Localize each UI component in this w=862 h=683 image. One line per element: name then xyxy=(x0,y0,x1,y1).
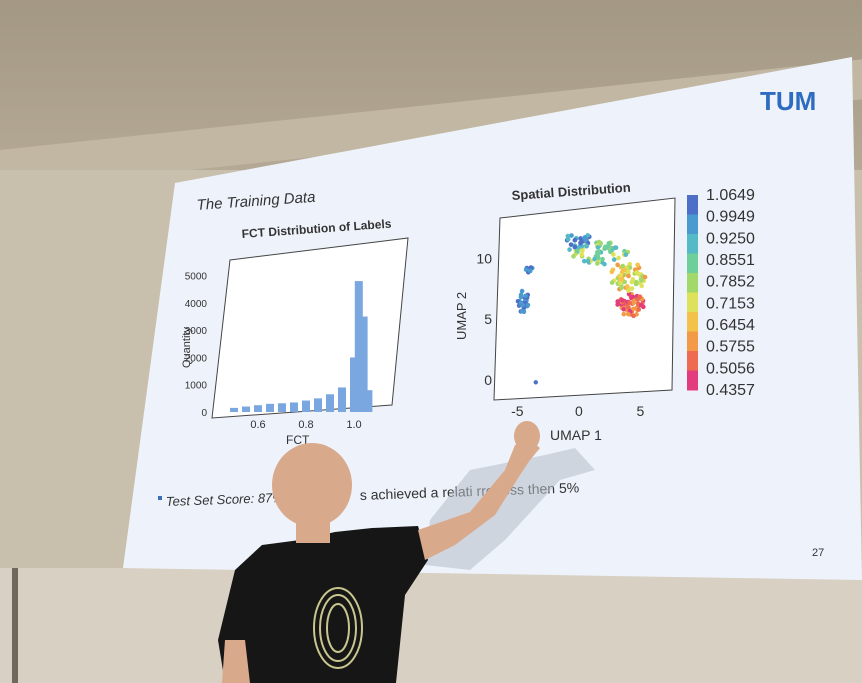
wall xyxy=(0,170,862,590)
wall-panels xyxy=(0,568,862,683)
panel-seam xyxy=(12,568,18,683)
panel-seam xyxy=(236,568,242,683)
